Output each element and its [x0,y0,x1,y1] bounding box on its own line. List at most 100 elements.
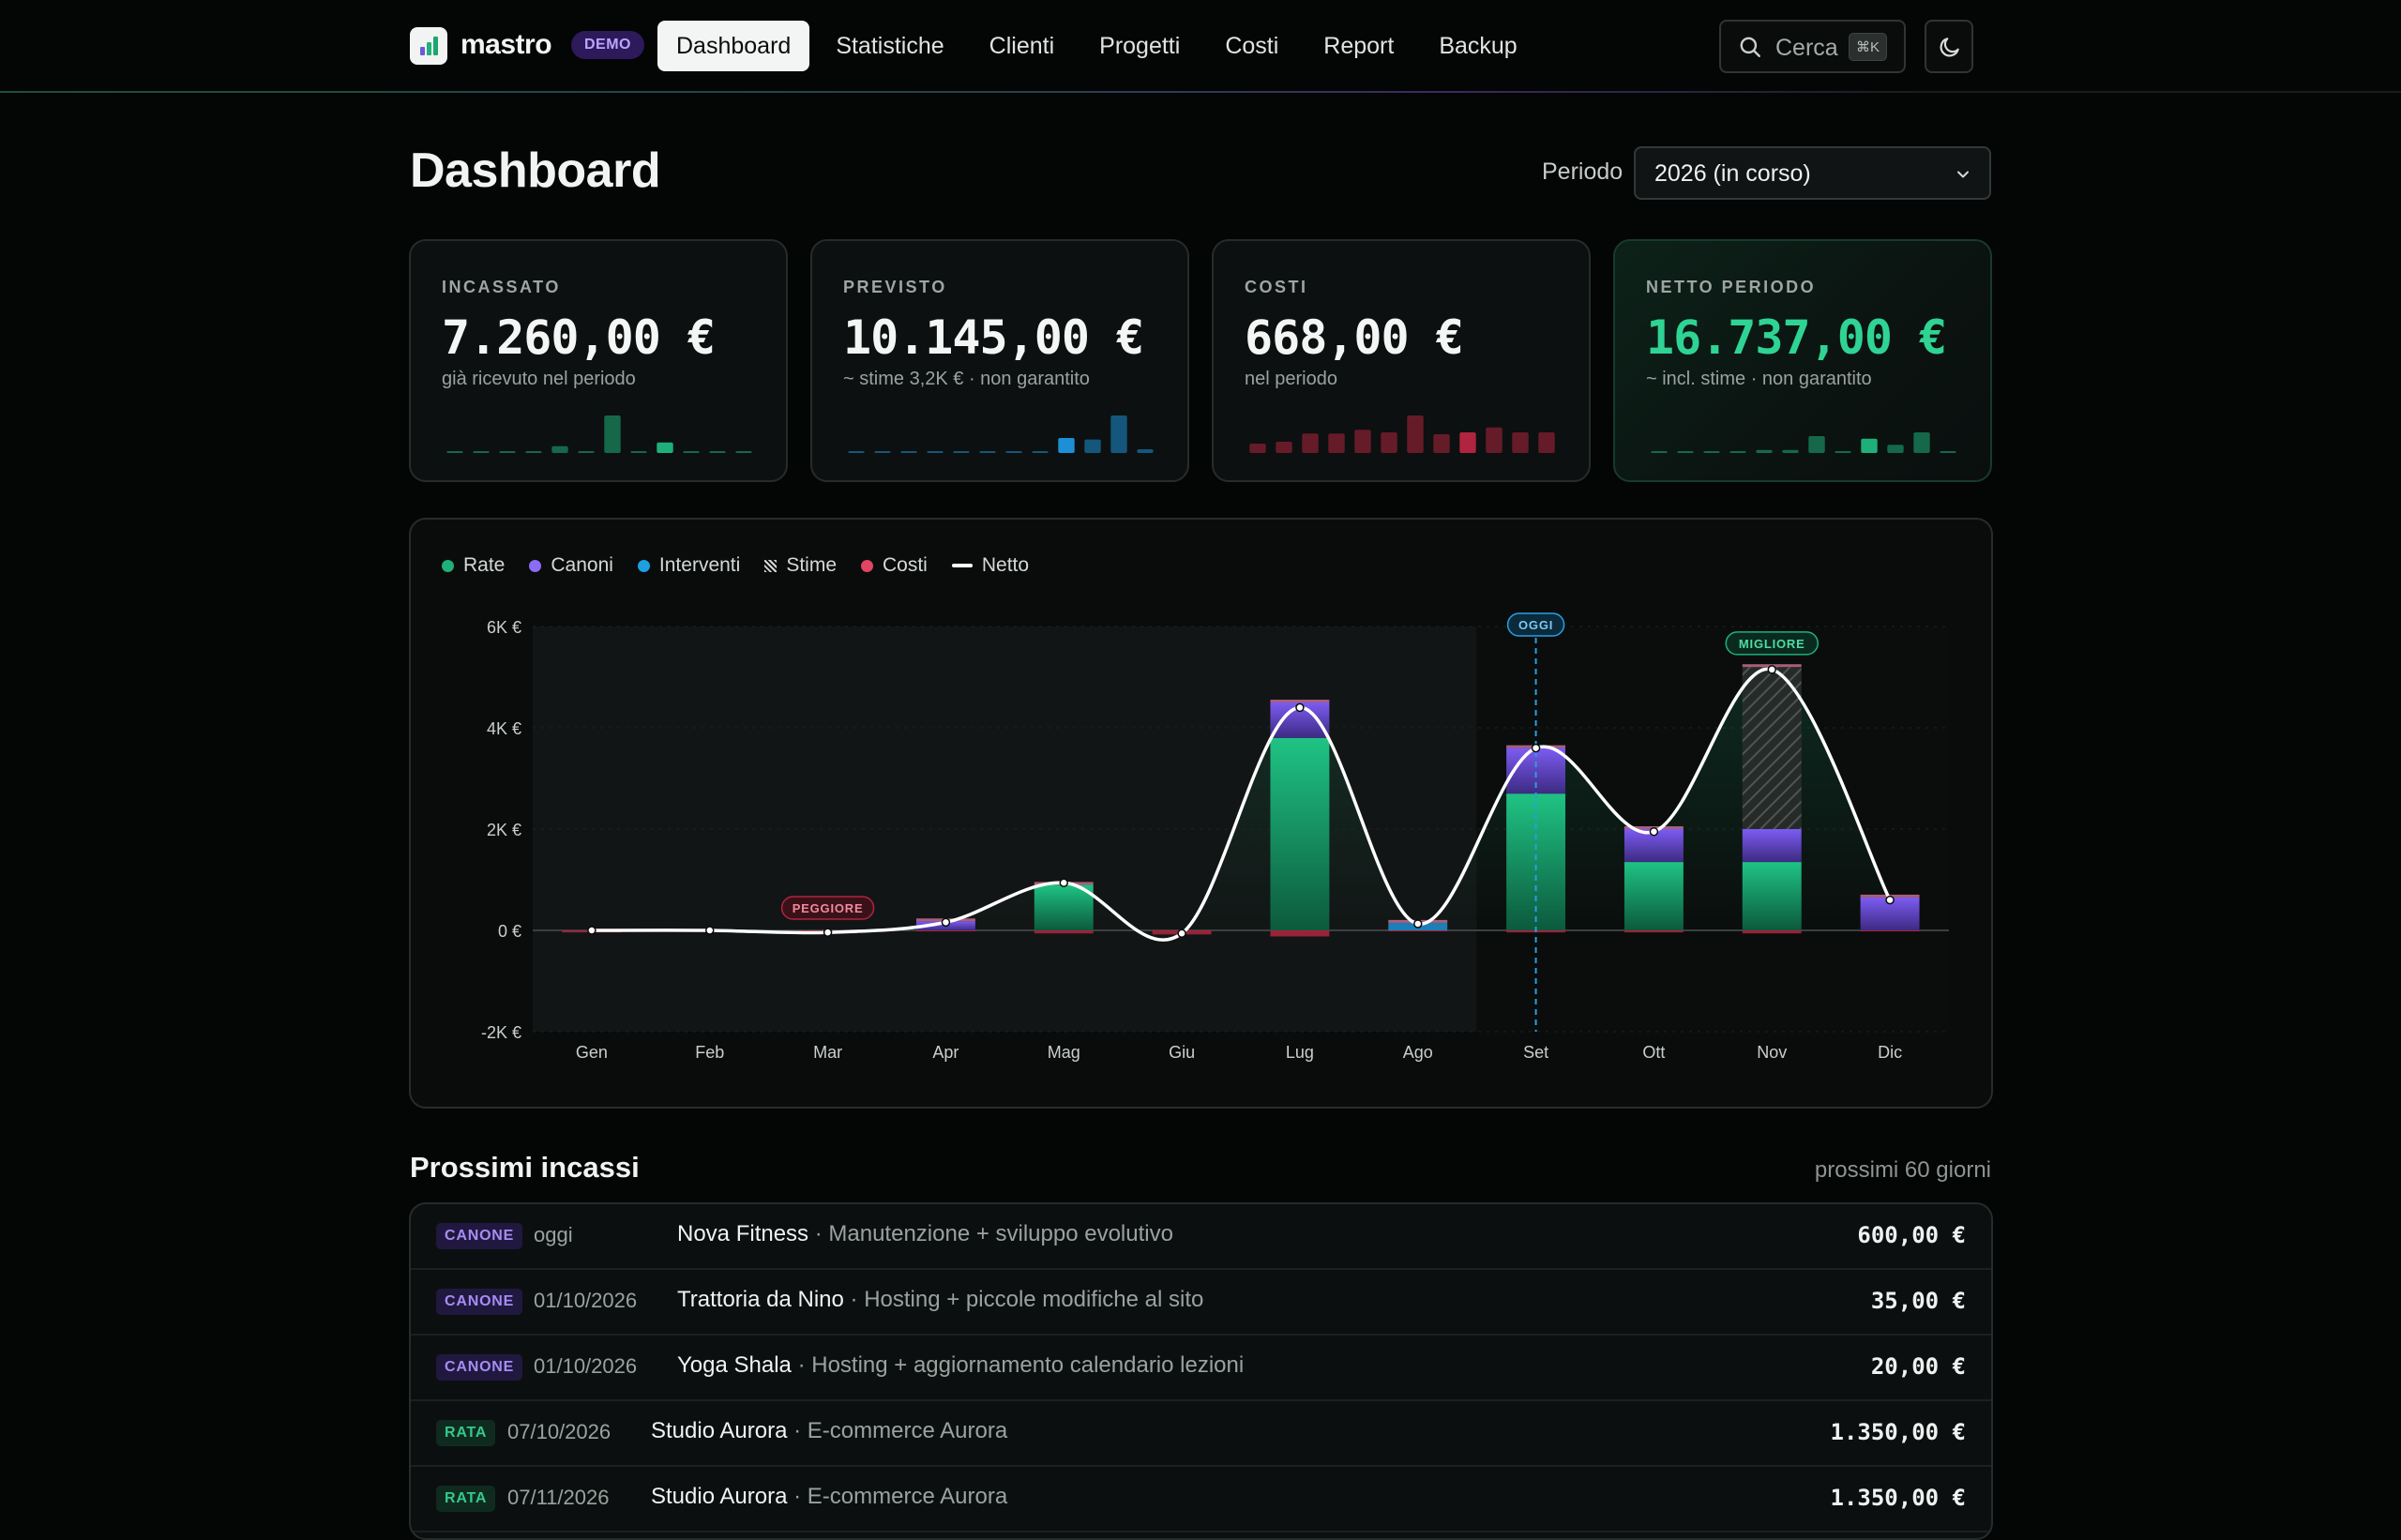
legend-canoni[interactable]: Canoni [529,554,613,577]
netto-point[interactable] [1531,743,1541,753]
brand-name[interactable]: mastro [461,29,552,60]
kpi-card-incassato[interactable]: INCASSATO 7.260,00 € già ricevuto nel pe… [409,239,788,482]
netto-point[interactable] [1885,895,1895,905]
sparkline-bar [1137,449,1154,453]
kpi-card-netto[interactable]: NETTO PERIODO 16.737,00 € ~ incl. stime … [1613,239,1992,482]
kpi-value: 7.260,00 € [442,310,716,365]
kpi-value: 668,00 € [1245,310,1464,365]
x-tick-label: Dic [1878,1043,1902,1062]
x-tick-label: Nov [1757,1043,1787,1062]
nav-costi[interactable]: Costi [1225,33,1279,59]
netto-point[interactable] [1177,929,1186,938]
bar-rate[interactable] [1623,862,1684,930]
bar-costi[interactable] [1034,930,1094,934]
sparkline-bar [979,451,996,453]
bar-costi[interactable] [915,930,975,932]
nav-progetti[interactable]: Progetti [1099,33,1181,59]
theme-toggle-button[interactable] [1925,20,1973,73]
kpi-card-costi[interactable]: COSTI 668,00 € nel periodo [1212,239,1591,482]
bar-costi[interactable] [1388,930,1448,932]
x-tick-label: Apr [932,1043,959,1062]
x-tick-label: Gen [576,1043,608,1062]
list-item[interactable]: CANONE 01/10/2026 Yoga Shala · Hosting +… [411,1336,1991,1401]
list-item[interactable]: CANONE 01/10/2026 Trattoria da Nino · Ho… [411,1270,1991,1336]
sparkline-bar [525,451,542,453]
row-date: oggi [534,1223,573,1246]
kpi-label: INCASSATO [442,278,561,296]
list-item[interactable]: CANONE oggi Nova Fitness · Manutenzione … [411,1204,1991,1270]
search-button[interactable]: Cerca ⌘K [1719,20,1906,73]
upcoming-title: Prossimi incassi [410,1151,640,1184]
legend-stime[interactable]: Stime [764,554,837,577]
legend-rate[interactable]: Rate [442,554,505,577]
list-item[interactable]: RATA 07/10/2026 Studio Aurora · E-commer… [411,1401,1991,1467]
marker-pill [1506,612,1565,637]
period-value: 2026 (in corso) [1654,160,1811,187]
x-tick-label: Ago [1403,1043,1433,1062]
nav-statistiche[interactable]: Statistiche [836,33,944,59]
sparkline-bar [709,451,726,453]
sparkline-bar [927,451,944,453]
netto-point[interactable] [705,926,715,935]
x-tick-label: Lug [1286,1043,1314,1062]
list-item[interactable]: RATA 07/11/2026 Studio Aurora · E-commer… [411,1467,1991,1532]
legend-interventi[interactable]: Interventi [637,554,740,577]
y-tick-label: 4K € [487,719,521,738]
netto-point[interactable] [1295,702,1305,713]
nav-dashboard[interactable]: Dashboard [657,21,810,71]
bar-costi[interactable] [1270,930,1330,937]
netto-point[interactable] [1413,919,1423,929]
legend-netto[interactable]: Netto [951,554,1029,577]
netto-point[interactable] [1767,665,1776,674]
sparkline-bar [657,442,673,453]
bar-rate[interactable] [1034,884,1094,930]
bar-costi[interactable] [1742,930,1802,934]
x-tick-label: Mar [813,1043,842,1062]
kpi-card-previsto[interactable]: PREVISTO 10.145,00 € ~ stime 3,2K € · no… [810,239,1189,482]
bar-rate[interactable] [1742,862,1802,930]
row-client: Nova Fitness [677,1221,809,1246]
bar-rate[interactable] [1270,737,1330,930]
row-amount: 600,00 € [1857,1222,1966,1248]
row-amount: 35,00 € [1870,1288,1966,1314]
sparkline-bar [630,451,647,453]
bar-stime[interactable] [1742,667,1802,829]
sparkline-bar [1729,451,1746,453]
sparkline-bar [1887,445,1904,453]
y-tick-label: -2K € [481,1023,521,1042]
row-amount: 1.350,00 € [1830,1485,1967,1511]
sparkline-bar [1276,442,1292,453]
kpi-subtitle: già ricevuto nel periodo [442,369,636,389]
kpi-label: NETTO PERIODO [1646,278,1817,296]
bar-costi[interactable] [1623,930,1684,933]
sparkline-bar [874,451,891,453]
bar-costi[interactable] [1860,930,1920,932]
netto-point[interactable] [1649,826,1659,837]
app-logo-icon[interactable] [410,27,447,65]
row-client: Studio Aurora [651,1484,788,1509]
kpi-value: 10.145,00 € [843,310,1144,365]
period-select[interactable]: 2026 (in corso) [1634,146,1991,200]
marker-label: OGGI [1518,618,1553,632]
type-badge: CANONE [436,1223,523,1249]
sparkline-bar [1084,439,1101,453]
nav-report[interactable]: Report [1323,33,1395,59]
netto-point[interactable] [823,928,833,937]
netto-point[interactable] [587,926,596,935]
y-tick-label: 2K € [487,821,521,839]
sparkline-bar [1782,449,1799,453]
row-client: Yoga Shala [677,1352,792,1378]
sparkline-bar [900,451,917,453]
sparkline-bar [683,451,700,453]
sparkline-bar [1486,427,1503,453]
nav-clienti[interactable]: Clienti [989,33,1055,59]
sparkline-bar [1861,438,1878,453]
kpi-label: PREVISTO [843,278,947,296]
row-description: Trattoria da Nino · Hosting + piccole mo… [677,1287,1204,1312]
netto-point[interactable] [941,917,951,928]
legend-costi[interactable]: Costi [861,554,928,577]
nav-backup[interactable]: Backup [1439,33,1518,59]
row-date: 01/10/2026 [534,1289,638,1312]
netto-point[interactable] [1059,878,1068,887]
bar-canoni[interactable] [1742,829,1802,863]
